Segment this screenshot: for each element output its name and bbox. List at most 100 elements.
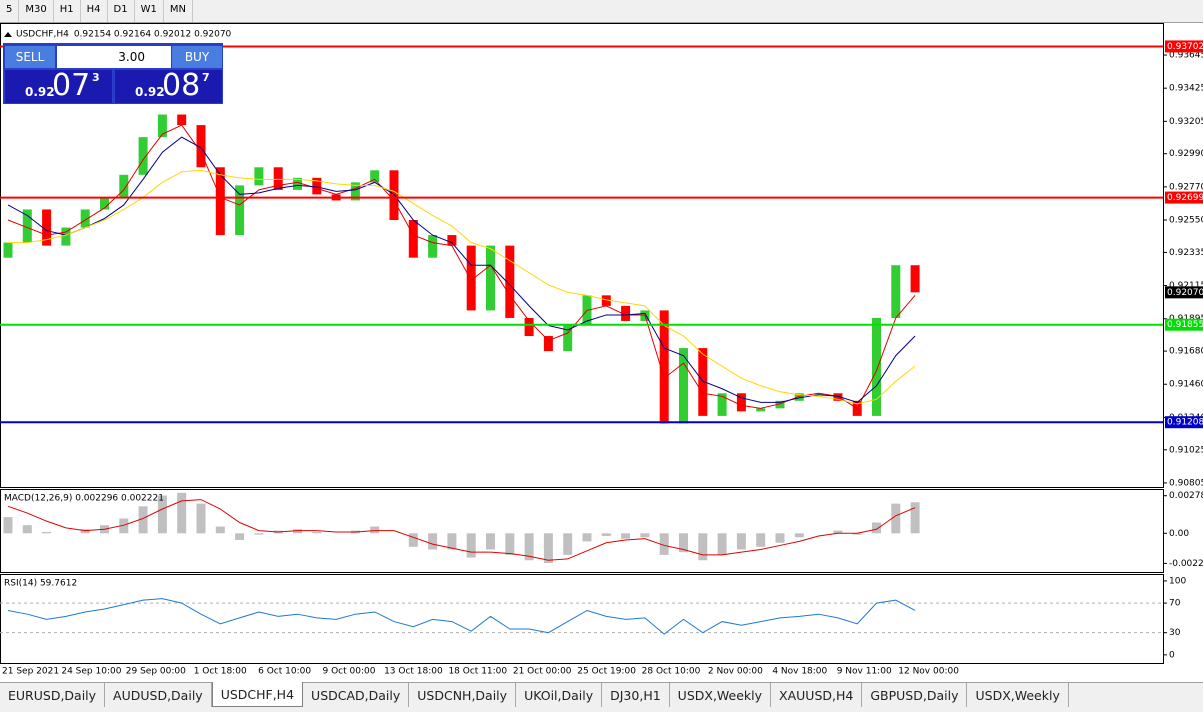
candle bbox=[698, 348, 708, 416]
macd-bar bbox=[736, 533, 746, 550]
y-tick-label: 0.91460 bbox=[1169, 380, 1203, 390]
y-tick-label: -0.00223 bbox=[1169, 559, 1203, 569]
macd-bar bbox=[80, 529, 90, 534]
candle bbox=[370, 170, 380, 183]
chart-title: USDCHF,H4 bbox=[16, 30, 69, 40]
candle bbox=[80, 209, 90, 228]
chart-tab[interactable]: USDX,Weekly bbox=[670, 683, 772, 707]
chart-tab[interactable]: XAUUSD,H4 bbox=[771, 683, 863, 707]
macd-bar bbox=[756, 533, 766, 547]
macd-bar bbox=[3, 517, 13, 534]
x-tick-label: 2 Nov 00:00 bbox=[708, 667, 763, 677]
x-tick-label: 12 Nov 00:00 bbox=[898, 667, 959, 677]
panel-frame bbox=[0, 23, 1164, 488]
price-small: 3 bbox=[92, 71, 100, 84]
y-tick-label: 30 bbox=[1169, 628, 1181, 638]
candle bbox=[254, 167, 264, 186]
x-tick-label: 21 Oct 00:00 bbox=[513, 667, 572, 677]
chart-tab[interactable]: USDX,Weekly bbox=[967, 683, 1069, 707]
sell-button[interactable]: SELL bbox=[5, 46, 55, 68]
timeframe-button[interactable]: W1 bbox=[135, 0, 164, 22]
macd-bar bbox=[447, 533, 457, 550]
chart-tab[interactable]: AUDUSD,Daily bbox=[105, 683, 212, 707]
chart-tab[interactable]: UKOil,Daily bbox=[516, 683, 603, 707]
y-tick-label: 0.92335 bbox=[1169, 248, 1203, 258]
candle bbox=[22, 209, 32, 243]
current-price-box bbox=[1165, 286, 1203, 299]
candle bbox=[312, 177, 322, 195]
price-prefix: 0.92 bbox=[135, 85, 165, 99]
lot-input[interactable]: 3.00 bbox=[57, 46, 171, 68]
chart-tab[interactable]: GBPUSD,Daily bbox=[862, 683, 968, 707]
level-label-box bbox=[1165, 318, 1203, 331]
buy-button[interactable]: BUY bbox=[172, 46, 222, 68]
level-label: 0.93702 bbox=[1167, 42, 1203, 52]
price-big: 08 bbox=[162, 68, 201, 103]
timeframe-button[interactable]: D1 bbox=[108, 0, 135, 22]
macd-bar bbox=[775, 533, 785, 543]
current-price-label: 0.92070 bbox=[1167, 288, 1203, 298]
macd-bar bbox=[428, 533, 438, 550]
collapse-icon bbox=[4, 32, 12, 37]
moving-average bbox=[7, 124, 916, 410]
candle bbox=[408, 220, 418, 258]
candle bbox=[215, 167, 225, 236]
candle bbox=[679, 348, 688, 424]
chart-tab[interactable]: USDCAD,Daily bbox=[303, 683, 410, 707]
macd-bar bbox=[543, 533, 553, 563]
macd-bar bbox=[640, 533, 650, 538]
timeframe-toolbar: 5 M30 H1 H4 D1 W1 MN bbox=[0, 0, 1203, 23]
level-label: 0.91855 bbox=[1167, 320, 1203, 330]
x-tick-label: 9 Nov 11:00 bbox=[837, 667, 892, 677]
chart-tab[interactable]: EURUSD,Daily bbox=[0, 683, 106, 707]
candle bbox=[177, 114, 187, 126]
timeframe-button[interactable]: 5 bbox=[0, 0, 20, 22]
candle bbox=[466, 245, 476, 311]
panel-frame bbox=[0, 489, 1164, 573]
timeframe-button[interactable]: M30 bbox=[19, 0, 54, 22]
macd-bar bbox=[215, 526, 225, 534]
macd-bar bbox=[312, 531, 322, 534]
candle bbox=[872, 317, 881, 416]
panel-frame bbox=[0, 574, 1164, 664]
macd-bar bbox=[157, 495, 167, 534]
candle bbox=[42, 209, 52, 246]
x-tick-label: 25 Oct 19:00 bbox=[577, 667, 636, 677]
buy-price[interactable]: 0.92 08 7 bbox=[115, 68, 222, 103]
chart-tab[interactable]: USDCNH,Daily bbox=[409, 683, 517, 707]
macd-bar bbox=[872, 522, 881, 534]
x-tick-label: 28 Oct 10:00 bbox=[642, 667, 701, 677]
timeframe-button[interactable]: MN bbox=[164, 0, 193, 22]
candle bbox=[157, 114, 167, 138]
candle bbox=[196, 125, 206, 168]
price-small: 7 bbox=[202, 71, 210, 84]
candle bbox=[659, 310, 669, 424]
macd-bar bbox=[891, 503, 901, 534]
y-tick-label: 70 bbox=[1169, 599, 1181, 609]
x-tick-label: 24 Sep 10:00 bbox=[61, 667, 121, 677]
level-label-box bbox=[1165, 191, 1203, 204]
macd-bar bbox=[177, 492, 187, 534]
y-tick-label: 0.93425 bbox=[1169, 84, 1203, 94]
chart-tab[interactable]: DJ30,H1 bbox=[602, 683, 670, 707]
chart-tab[interactable]: USDCHF,H4 bbox=[211, 682, 304, 707]
macd-bar bbox=[119, 518, 129, 534]
y-tick-label: 0 bbox=[1169, 650, 1175, 660]
price-big: 07 bbox=[52, 68, 91, 103]
timeframe-button[interactable]: H1 bbox=[54, 0, 81, 22]
candle bbox=[138, 137, 148, 175]
price-prefix: 0.92 bbox=[25, 85, 55, 99]
x-tick-label: 9 Oct 00:00 bbox=[323, 667, 376, 677]
candle bbox=[543, 336, 553, 352]
macd-bar bbox=[621, 533, 631, 539]
macd-bar bbox=[22, 525, 32, 534]
timeframe-button[interactable]: H4 bbox=[81, 0, 108, 22]
sell-price[interactable]: 0.92 07 3 bbox=[5, 68, 112, 103]
level-label: 0.92699 bbox=[1167, 193, 1203, 203]
y-tick-label: 0.90805 bbox=[1169, 478, 1203, 488]
candle bbox=[350, 182, 360, 201]
y-tick-label: 0.92115 bbox=[1169, 281, 1203, 291]
y-tick-label: 0.93205 bbox=[1169, 117, 1203, 127]
y-tick-label: 0.91680 bbox=[1169, 347, 1203, 357]
macd-bar bbox=[505, 533, 515, 555]
